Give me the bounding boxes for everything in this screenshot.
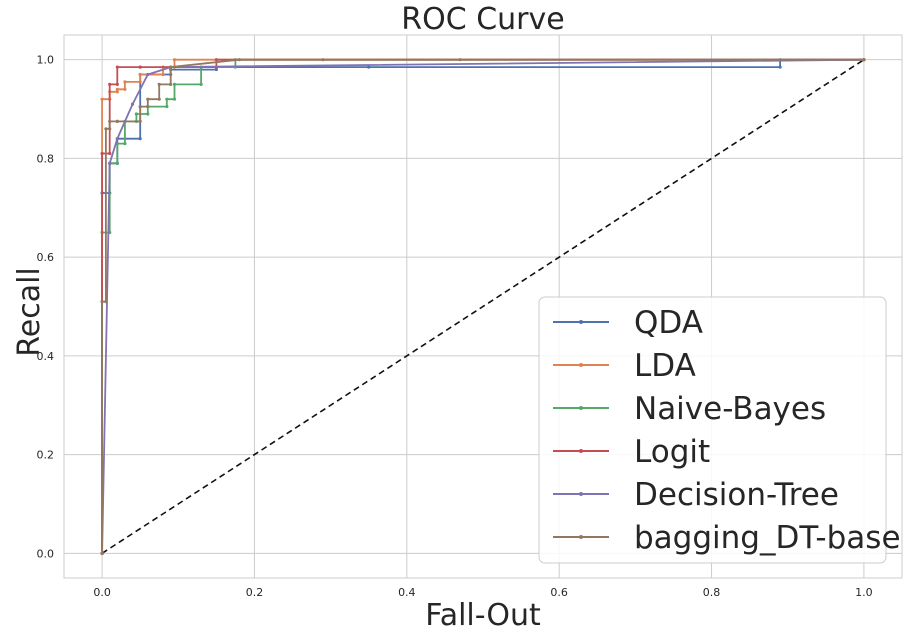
data-point <box>157 97 161 101</box>
data-point <box>237 58 241 62</box>
data-point <box>108 119 112 123</box>
legend-item: Naive-Bayes <box>553 391 826 427</box>
legend-marker <box>579 492 583 496</box>
x-tick-label: 1.0 <box>855 586 873 599</box>
data-point <box>138 119 142 123</box>
legend-marker <box>579 320 583 324</box>
data-point <box>199 82 203 86</box>
data-point <box>104 299 108 304</box>
series-bagging-dt-base <box>100 58 866 555</box>
data-point <box>108 82 112 86</box>
data-point <box>115 65 119 69</box>
legend-label: Decision-Tree <box>634 477 839 513</box>
data-point <box>115 82 119 86</box>
data-point <box>138 80 142 84</box>
data-point <box>123 87 127 91</box>
data-point <box>108 161 112 165</box>
legend-marker <box>579 406 583 410</box>
legend-marker <box>579 535 583 539</box>
diagonal-line <box>101 59 865 554</box>
legend-label: LDA <box>634 348 696 384</box>
data-point <box>100 97 104 101</box>
data-point <box>115 87 119 91</box>
data-point <box>108 127 112 131</box>
y-tick-label: 1.0 <box>37 54 55 67</box>
data-point <box>100 299 104 304</box>
data-point <box>138 104 142 109</box>
data-point <box>172 58 177 62</box>
data-point <box>130 102 135 106</box>
chart-title: ROC Curve <box>401 2 564 37</box>
legend-marker <box>579 363 583 367</box>
data-point <box>862 58 866 62</box>
x-tick-label: 0.0 <box>93 586 111 599</box>
legend-item: LDA <box>553 348 696 384</box>
data-point <box>165 97 169 101</box>
data-point <box>108 151 112 156</box>
data-point <box>169 65 173 69</box>
legend-item: Decision-Tree <box>553 477 839 513</box>
data-point <box>367 65 371 69</box>
data-point <box>146 72 150 77</box>
diagonal-reference <box>101 59 865 554</box>
data-point <box>138 72 142 77</box>
x-tick-label: 0.8 <box>703 586 721 599</box>
data-point <box>146 112 150 116</box>
x-axis-label: Fall-Out <box>425 598 541 633</box>
x-tick-label: 0.4 <box>398 586 416 599</box>
legend-box <box>538 296 887 564</box>
data-point <box>104 127 108 131</box>
data-point <box>100 151 104 156</box>
data-point <box>165 104 169 109</box>
legend-label: bagging_DT-base <box>634 520 901 556</box>
legend: QDA LDA Naive-Bayes Logit Decision-Tree baggi… <box>538 296 901 564</box>
data-point <box>321 58 325 62</box>
data-point <box>115 90 119 94</box>
data-point <box>123 80 127 84</box>
data-point <box>115 161 119 165</box>
y-axis-label: Recall <box>12 267 47 357</box>
legend-label: Naive-Bayes <box>634 391 826 427</box>
y-tick-label: 0.8 <box>37 152 55 165</box>
data-point <box>134 112 138 116</box>
data-point <box>100 551 104 555</box>
data-point <box>157 82 161 86</box>
data-point <box>172 82 177 86</box>
data-point <box>778 65 782 69</box>
y-tick-label: 0.0 <box>37 547 55 560</box>
legend-item: QDA <box>553 305 703 341</box>
series-lines <box>100 58 866 555</box>
data-point <box>161 72 165 77</box>
data-point <box>214 67 218 72</box>
data-point <box>146 97 150 101</box>
data-point <box>123 142 127 146</box>
y-tick-label: 0.6 <box>37 251 55 264</box>
x-tick-label: 0.6 <box>550 586 568 599</box>
legend-item: bagging_DT-base <box>553 520 901 556</box>
data-point <box>458 58 462 62</box>
data-point <box>115 137 119 141</box>
x-tick-label: 0.2 <box>246 586 264 599</box>
legend-marker <box>579 449 583 453</box>
y-tick-label: 0.2 <box>37 449 55 462</box>
data-point <box>146 104 150 109</box>
y-tick-label: 0.4 <box>37 350 55 363</box>
legend-label: QDA <box>634 305 703 341</box>
data-point <box>169 82 173 86</box>
legend-label: Logit <box>634 434 710 470</box>
legend-item: Logit <box>553 434 710 470</box>
data-point <box>138 65 142 69</box>
data-point <box>214 58 218 62</box>
data-point <box>115 119 119 123</box>
tick-labels: 0.0 0.2 0.4 0.6 0.8 1.0 0.0 0.2 0.4 0.6 0.8 1.0 <box>37 54 873 599</box>
data-point <box>172 97 177 101</box>
data-point <box>138 137 142 141</box>
